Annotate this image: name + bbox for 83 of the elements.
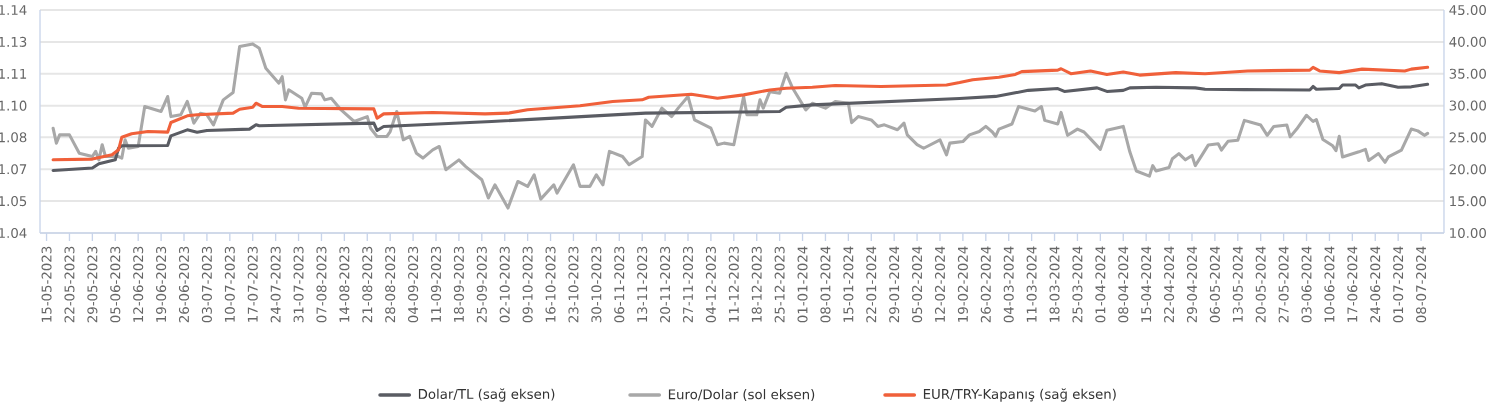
x-tick-label: 08-01-2024 bbox=[820, 246, 831, 323]
x-tick-label: 26-02-2024 bbox=[980, 246, 991, 323]
x-tick-label: 23-10-2023 bbox=[568, 246, 579, 323]
y2-tick-label: 20.00 bbox=[1449, 164, 1486, 175]
x-tick-label: 25-09-2023 bbox=[476, 246, 487, 323]
x-tick-label: 28-08-2023 bbox=[385, 246, 396, 323]
x-tick-label: 27-11-2023 bbox=[682, 246, 694, 323]
x-tick-label: 10-06-2024 bbox=[1324, 246, 1335, 322]
x-tick-label: 25-12-2023 bbox=[774, 246, 785, 323]
y2-tick-label: 15.00 bbox=[1450, 196, 1486, 207]
x-tick-label: 05-06-2023 bbox=[110, 246, 121, 323]
x-tick-label: 12-02-2024 bbox=[934, 246, 946, 322]
y2-tick-label: 30.00 bbox=[1449, 100, 1486, 111]
x-tick-label: 20-11-2023 bbox=[660, 246, 671, 323]
x-tick-label: 24-07-2023 bbox=[270, 246, 281, 323]
x-tick-label: 16-10-2023 bbox=[545, 246, 556, 322]
x-tick-label: 04-03-2024 bbox=[1003, 246, 1014, 323]
x-tick-label: 30-10-2023 bbox=[591, 246, 602, 323]
legend-label: EUR/TRY-Kapanış (sağ eksen) bbox=[923, 388, 1116, 402]
x-tick-label: 24-06-2024 bbox=[1370, 246, 1381, 323]
y-tick-label: 1.10 bbox=[0, 100, 27, 111]
x-tick-label: 29-05-2023 bbox=[87, 246, 98, 323]
x-tick-label: 02-10-2023 bbox=[499, 246, 510, 323]
line-series bbox=[51, 65, 1430, 162]
y2-tick-label: 25.00 bbox=[1449, 132, 1486, 143]
x-tick-label: 27-05-2024 bbox=[1278, 246, 1289, 323]
x-tick-label: 19-02-2024 bbox=[957, 246, 968, 322]
y-tick-label: 1.11 bbox=[0, 68, 27, 79]
x-tick-label: 18-12-2023 bbox=[751, 246, 762, 322]
y2-tick-label: 45.00 bbox=[1449, 4, 1486, 16]
x-tick-label: 12-06-2023 bbox=[133, 246, 144, 322]
x-tick-label: 05-02-2024 bbox=[912, 246, 923, 323]
x-tick-label: 25-03-2024 bbox=[1072, 246, 1083, 323]
x-tick-label: 15-01-2024 bbox=[843, 246, 854, 322]
x-tick-label: 17-06-2024 bbox=[1347, 246, 1358, 322]
y-tick-label: 1.05 bbox=[0, 196, 27, 207]
y2-tick-label: 40.00 bbox=[1449, 36, 1486, 47]
x-tick-label: 29-01-2024 bbox=[889, 246, 900, 323]
x-tick-label: 11-09-2023 bbox=[430, 246, 442, 322]
x-tick-label: 31-07-2023 bbox=[293, 246, 304, 323]
x-tick-label: 22-04-2024 bbox=[1164, 246, 1175, 323]
x-tick-label: 09-10-2023 bbox=[522, 246, 533, 323]
x-tick-label: 20-05-2024 bbox=[1255, 246, 1266, 323]
x-tick-label: 21-08-2023 bbox=[362, 246, 373, 323]
x-tick-label: 18-09-2023 bbox=[453, 246, 464, 322]
legend-label: Dolar/TL (sağ eksen) bbox=[418, 388, 555, 402]
x-tick-label: 08-04-2024 bbox=[1118, 246, 1129, 323]
x-tick-label: 11-03-2024 bbox=[1026, 246, 1037, 322]
y-tick-label: 1.14 bbox=[0, 5, 27, 15]
y2-tick-label: 10.00 bbox=[1450, 227, 1486, 239]
x-tick-label: 10-07-2023 bbox=[224, 246, 235, 322]
x-tick-label: 19-06-2023 bbox=[156, 246, 167, 322]
x-tick-label: 06-05-2024 bbox=[1209, 246, 1220, 323]
x-tick-label: 03-06-2024 bbox=[1301, 246, 1312, 323]
x-tick-label: 01-04-2024 bbox=[1095, 246, 1106, 323]
x-tick-label: 14-08-2023 bbox=[339, 246, 350, 322]
x-tick-label: 26-06-2023 bbox=[178, 246, 190, 323]
x-tick-label: 13-11-2023 bbox=[637, 246, 648, 322]
x-tick-label: 08-07-2024 bbox=[1416, 246, 1427, 323]
line-series bbox=[51, 42, 1430, 210]
x-tick-label: 07-08-2023 bbox=[316, 246, 327, 323]
x-tick-label: 15-04-2024 bbox=[1141, 246, 1152, 322]
x-tick-label: 17-07-2023 bbox=[247, 246, 258, 322]
x-tick-label: 04-09-2023 bbox=[408, 246, 419, 323]
x-tick-label: 29-04-2024 bbox=[1186, 246, 1198, 323]
legend-label: Euro/Dolar (sol eksen) bbox=[668, 389, 815, 401]
x-tick-label: 03-07-2023 bbox=[201, 246, 212, 323]
y-tick-label: 1.07 bbox=[0, 164, 27, 175]
x-tick-label: 01-01-2024 bbox=[797, 246, 808, 323]
x-tick-label: 22-01-2024 bbox=[866, 246, 877, 323]
y-tick-label: 1.13 bbox=[0, 36, 27, 47]
x-tick-label: 18-03-2024 bbox=[1049, 246, 1060, 322]
x-tick-label: 01-07-2024 bbox=[1393, 246, 1404, 323]
y2-tick-label: 35.00 bbox=[1449, 68, 1486, 79]
x-tick-label: 06-11-2023 bbox=[614, 246, 625, 323]
x-tick-label: 15-05-2023 bbox=[41, 246, 52, 322]
line-series bbox=[51, 82, 1430, 172]
x-tick-label: 22-05-2023 bbox=[64, 246, 75, 323]
x-tick-label: 11-12-2023 bbox=[728, 246, 739, 322]
x-tick-label: 13-05-2024 bbox=[1232, 246, 1243, 322]
x-tick-label: 04-12-2023 bbox=[705, 246, 716, 323]
y-tick-label: 1.04 bbox=[0, 227, 27, 239]
y-tick-label: 1.08 bbox=[0, 132, 27, 143]
